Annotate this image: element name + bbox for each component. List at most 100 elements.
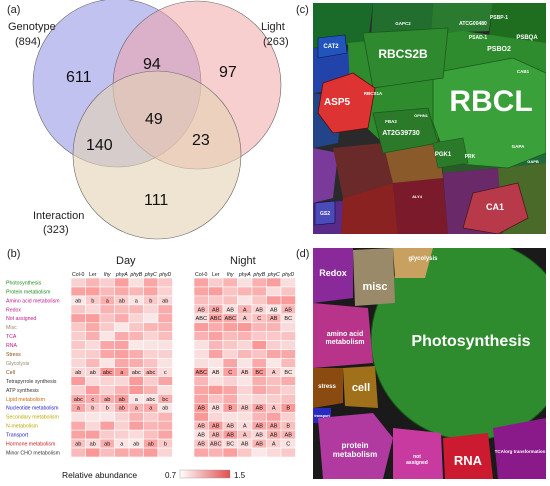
heatmap-night-cell [193, 295, 209, 306]
heatmap-night-cell [208, 411, 224, 422]
heatmap-col-night: phyC [267, 272, 280, 278]
heatmap-night-cell [237, 376, 253, 386]
heatmap-night-letter: AB [270, 433, 278, 439]
heatmap-night-cell [222, 295, 238, 306]
heatmap-night-cell [266, 295, 282, 306]
heatmap-day-cell [157, 358, 173, 368]
treemap-c-label: ALY4 [412, 194, 423, 199]
heatmap-row-label: TCA [6, 334, 17, 340]
heatmap-night-cell [193, 322, 209, 332]
heatmap-day-cell [85, 429, 101, 440]
heatmap-day-cell [114, 447, 130, 458]
heatmap-night-cell [280, 376, 296, 386]
heatmap-night-cell [251, 331, 267, 341]
heatmap-row-label: Tetrapyrrole synthesis [6, 379, 57, 385]
heatmap-night-letter: AB [198, 406, 206, 412]
heatmap-day-cell [85, 313, 101, 324]
treemap-c-label: PSAD-1 [469, 35, 488, 41]
treemap-d-label: glycolysis [408, 256, 438, 262]
heatmap-day-cell [128, 349, 144, 359]
heatmap-night-cell [237, 331, 253, 341]
heatmap-day-cell [128, 429, 144, 440]
heatmap-col-day: Col-0 [72, 272, 85, 278]
heatmap-night-letter: C [228, 370, 232, 376]
heatmap-day-cell [157, 447, 173, 458]
heatmap-day-cell [85, 385, 101, 395]
heatmap-day-cell [85, 304, 101, 315]
heatmap-night-cell [222, 358, 238, 368]
heatmap-day-cell [114, 358, 130, 368]
heatmap-day-cell [99, 447, 115, 458]
treemap-c-gs2-cell [314, 200, 336, 226]
heatmap-night-cell [193, 286, 209, 297]
heatmap-day-cell [114, 411, 130, 422]
heatmap-col-night: Ler [212, 272, 220, 278]
heatmap-night-letter: A [272, 442, 276, 448]
heatmap-day-cell [128, 376, 144, 386]
heatmap-night-letter: B [286, 406, 290, 412]
heatmap-night-letter: A [243, 424, 247, 430]
heatmap-night-cell [266, 277, 282, 288]
heatmap-day-letter: b [91, 298, 94, 304]
treemap-d-rna-cell [443, 433, 493, 479]
heatmap-day-cell [114, 340, 130, 350]
heatmap-day-cell [157, 322, 173, 332]
venn-set-light-count: (263) [263, 36, 289, 48]
heatmap-day-cell [157, 331, 173, 341]
heatmap-day-cell [157, 304, 173, 315]
heatmap-day-letter: a [106, 298, 110, 304]
heatmap-col-day: lhy [104, 272, 111, 278]
heatmap-night-letter: A [243, 433, 247, 439]
heatmap-night-letter: AB [256, 307, 264, 313]
heatmap-night-cell [222, 349, 238, 359]
heatmap-day-cell [99, 286, 115, 297]
heatmap-day-cell [143, 447, 159, 458]
heatmap-night-cell [237, 447, 253, 458]
venn-set-genotype-count: (894) [15, 36, 41, 48]
heatmap-night-cell [266, 447, 282, 458]
heatmap-night-letter: AB [198, 442, 206, 448]
heatmap-day-letter: b [91, 406, 94, 412]
heatmap-day-cell [114, 286, 130, 297]
heatmap-day-letter: ab [75, 370, 81, 376]
heatmap-night-letter: B [286, 424, 290, 430]
venn-diagram: Genotype (894) Light (263) Interaction (… [8, 0, 289, 240]
venn-region-genotype-light: 94 [143, 56, 161, 73]
panel-label-c: (c) [296, 4, 309, 16]
heatmap-night-cell [266, 394, 282, 404]
heatmap-day-letter: b [149, 298, 152, 304]
treemap-c-rbcs2b-cell [362, 27, 449, 89]
heatmap-row-label: Not assigned [6, 316, 36, 322]
heatmap-day-letter: abc [146, 397, 155, 403]
treemap-d-label: transport [314, 414, 330, 418]
heatmap-day-cell [85, 286, 101, 297]
heatmap-night-cell [251, 394, 267, 404]
heatmap-row-label: Misc [6, 325, 17, 331]
heatmap-day-cell [85, 322, 101, 332]
treemap-c-label: PSBO2 [487, 46, 511, 53]
heatmap-day-cell [70, 420, 86, 431]
heatmap-night-cell [237, 295, 253, 306]
heatmap-day-cell [157, 429, 173, 440]
venn-region-light-only: 97 [219, 64, 237, 81]
heatmap-day-cell [143, 411, 159, 422]
heatmap-night-cell [251, 295, 267, 306]
heatmap-day-letter: c [164, 370, 167, 376]
heatmap-night-cell [237, 358, 253, 368]
heatmap-day-cell [143, 358, 159, 368]
heatmap-night-cell [193, 447, 209, 458]
heatmap-day-letter: c [91, 397, 94, 403]
heatmap-day-cell [114, 277, 130, 288]
heatmap-row-label: Secondary metabolism [6, 415, 59, 421]
heatmap-col-day: phyC [144, 272, 157, 278]
treemap-d-protein-cell [318, 413, 393, 479]
heatmap-day-cell [99, 420, 115, 431]
heatmap-day-letter: abc [132, 370, 141, 376]
heatmap-night-letter: AB [212, 307, 220, 313]
heatmap-day-cell [70, 447, 86, 458]
heatmap-night-cell [266, 322, 282, 332]
heatmap-day-cell [114, 420, 130, 431]
heatmap-day-cell [99, 340, 115, 350]
treemap-d-redox-cell [313, 248, 353, 303]
